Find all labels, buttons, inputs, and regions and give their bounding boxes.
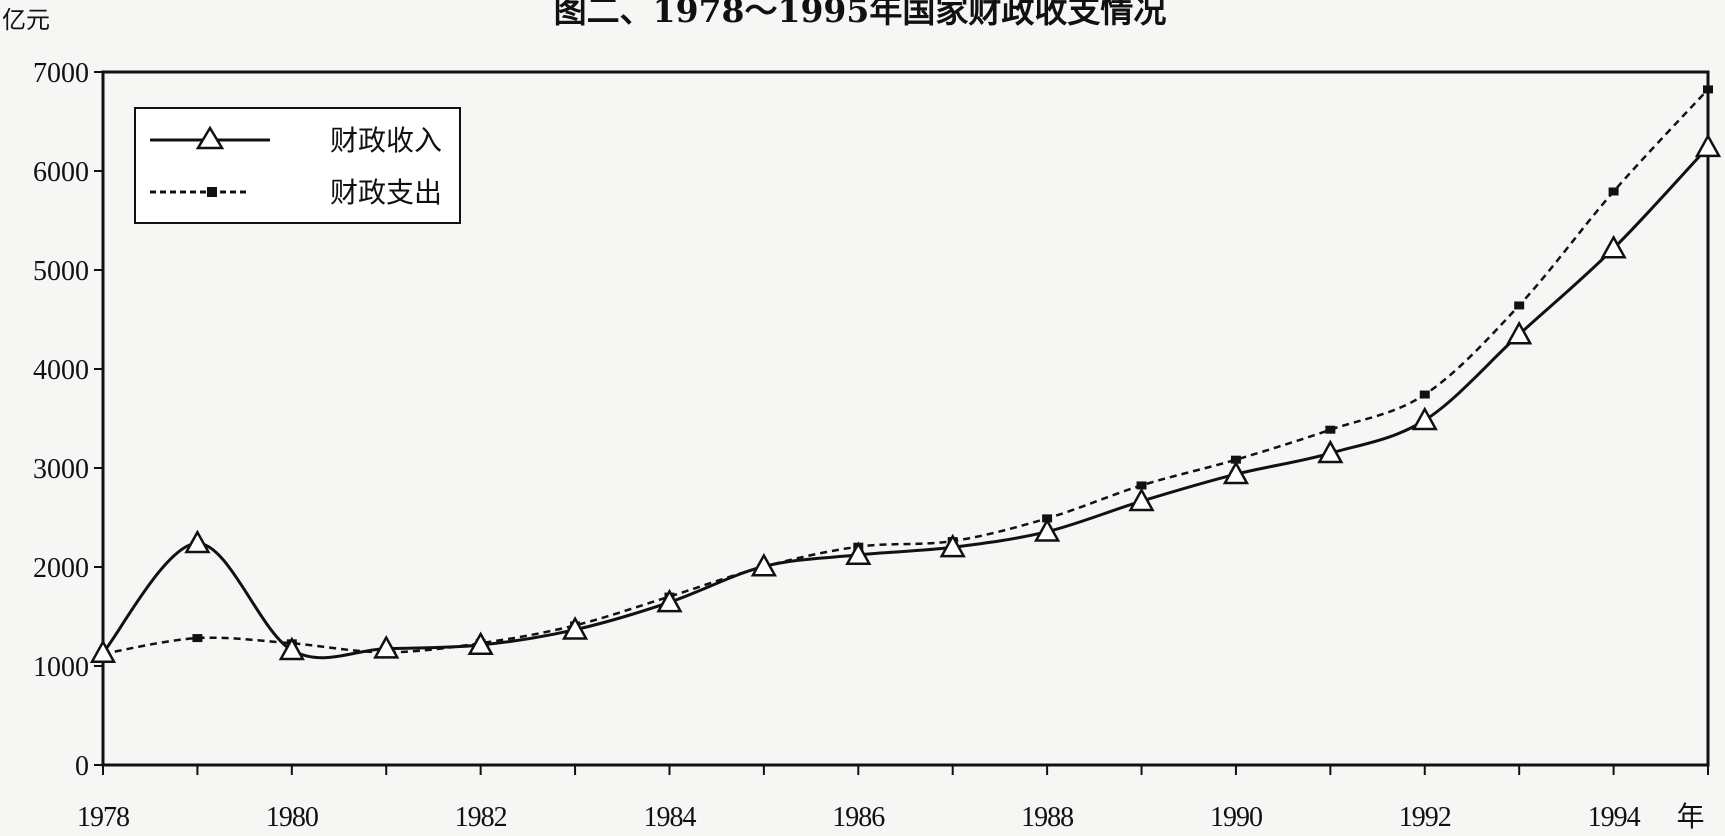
legend-label-income: 财政收入	[330, 124, 442, 157]
income-point	[656, 588, 683, 613]
income-point	[467, 631, 494, 656]
series-line-income	[101, 145, 1710, 660]
y-tick-label: 7000	[33, 58, 89, 89]
income-point	[561, 616, 589, 640]
x-tick-label: 1978	[77, 802, 129, 833]
y-axis-unit: 亿元	[2, 6, 50, 34]
y-tick-label: 0	[75, 751, 89, 782]
expenditure-point	[1419, 390, 1430, 399]
income-point	[373, 635, 400, 659]
expenditure-point	[1325, 425, 1336, 434]
income-point	[1411, 406, 1438, 431]
y-tick-label: 2000	[33, 553, 89, 584]
expenditure-point	[1514, 301, 1525, 310]
y-tick-label: 4000	[33, 355, 89, 386]
income-point	[939, 533, 966, 558]
income-point	[1317, 439, 1344, 464]
income-point	[750, 552, 778, 577]
y-axis: 0 1000 2000 3000 4000 5000 6000 7000	[33, 58, 103, 782]
expenditure-point	[1608, 187, 1619, 196]
y-tick-label: 5000	[33, 256, 89, 287]
legend-label-expenditure: 财政支出	[330, 176, 442, 209]
x-axis-unit: 年	[1676, 801, 1703, 833]
income-point	[1033, 518, 1061, 542]
income-point	[1694, 133, 1722, 158]
income-point	[1600, 234, 1627, 259]
income-point	[1506, 320, 1533, 345]
x-axis: 1978 1980 1982 1984 1986 1988 1990 1992 1994	[77, 765, 1709, 833]
income-point	[184, 529, 211, 554]
chart-title: 图二、1978～1995年国家财政收支情况	[554, 0, 1167, 30]
x-tick-label: 1982	[455, 802, 507, 833]
x-tick-label: 1986	[832, 802, 885, 833]
legend: 财政收入 财政支出	[134, 107, 461, 224]
x-tick-label: 1990	[1210, 802, 1262, 833]
y-tick-label: 6000	[33, 157, 89, 188]
plot-frame	[101, 70, 1710, 767]
x-tick-label: 1992	[1399, 802, 1451, 833]
expenditure-point	[1230, 455, 1241, 464]
expenditure-point	[1136, 481, 1147, 490]
income-point	[845, 541, 872, 565]
y-tick-label: 1000	[33, 652, 89, 683]
legend-marker-income	[195, 125, 225, 150]
y-tick-label: 3000	[33, 454, 89, 485]
income-point	[1128, 487, 1155, 512]
x-tick-label: 1994	[1588, 802, 1641, 833]
x-tick-label: 1980	[266, 802, 318, 833]
legend-marker-expenditure	[207, 187, 217, 197]
x-tick-label: 1984	[643, 802, 696, 833]
income-point	[89, 639, 117, 663]
expenditure-point	[192, 634, 203, 643]
x-tick-label: 1988	[1021, 802, 1073, 833]
expenditure-point	[1703, 85, 1713, 94]
income-point	[278, 636, 305, 661]
legend-box	[134, 107, 461, 224]
series-layer	[89, 85, 1722, 663]
income-point	[1222, 460, 1250, 485]
